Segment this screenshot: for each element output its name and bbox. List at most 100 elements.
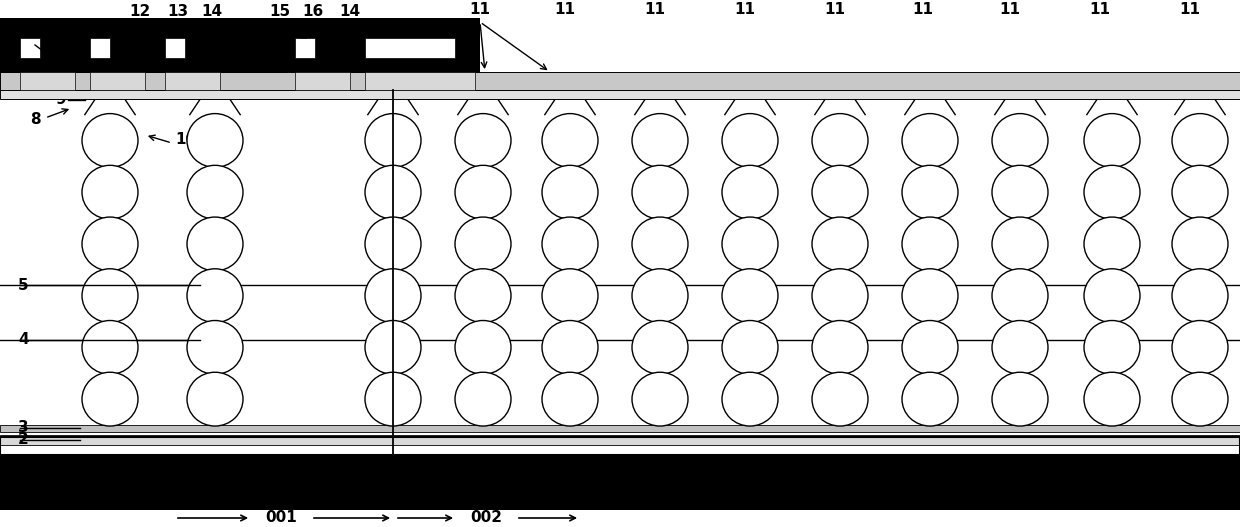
Bar	[20, 38, 40, 58]
Ellipse shape	[187, 372, 243, 426]
Ellipse shape	[722, 372, 777, 426]
Ellipse shape	[812, 165, 868, 219]
Ellipse shape	[992, 320, 1048, 374]
Text: 11: 11	[734, 3, 755, 17]
Ellipse shape	[82, 114, 138, 168]
Ellipse shape	[455, 165, 511, 219]
Bar	[165, 72, 219, 90]
Bar	[0, 455, 1240, 510]
Text: 11: 11	[999, 3, 1021, 17]
Text: 16: 16	[303, 5, 324, 19]
Ellipse shape	[455, 320, 511, 374]
Text: 11: 11	[825, 3, 846, 17]
Ellipse shape	[542, 114, 598, 168]
Ellipse shape	[82, 217, 138, 271]
Text: 11: 11	[554, 3, 575, 17]
Text: 8: 8	[30, 112, 41, 128]
Text: 11: 11	[1179, 3, 1200, 17]
Ellipse shape	[901, 217, 959, 271]
Ellipse shape	[812, 217, 868, 271]
Ellipse shape	[632, 165, 688, 219]
Bar	[365, 72, 475, 90]
Ellipse shape	[1172, 217, 1228, 271]
Bar	[0, 18, 480, 73]
Text: 9: 9	[55, 93, 66, 108]
Ellipse shape	[812, 269, 868, 323]
Ellipse shape	[992, 165, 1048, 219]
Ellipse shape	[992, 217, 1048, 271]
Bar	[365, 38, 455, 58]
Ellipse shape	[1084, 217, 1140, 271]
Ellipse shape	[1084, 114, 1140, 168]
Ellipse shape	[187, 217, 243, 271]
Ellipse shape	[1172, 114, 1228, 168]
Ellipse shape	[542, 165, 598, 219]
Ellipse shape	[722, 320, 777, 374]
Ellipse shape	[722, 269, 777, 323]
Text: 17: 17	[19, 37, 40, 53]
Ellipse shape	[992, 114, 1048, 168]
Bar	[0, 437, 1240, 455]
Text: 2: 2	[19, 433, 29, 447]
Bar	[0, 435, 1240, 445]
Ellipse shape	[365, 165, 422, 219]
Ellipse shape	[187, 269, 243, 323]
Ellipse shape	[82, 372, 138, 426]
Text: 12: 12	[129, 5, 150, 19]
Ellipse shape	[632, 320, 688, 374]
Bar	[20, 72, 74, 90]
Ellipse shape	[1172, 165, 1228, 219]
Bar	[295, 72, 350, 90]
Ellipse shape	[901, 320, 959, 374]
Ellipse shape	[1172, 269, 1228, 323]
Ellipse shape	[542, 269, 598, 323]
Ellipse shape	[82, 320, 138, 374]
Text: 3: 3	[19, 421, 29, 435]
Ellipse shape	[722, 217, 777, 271]
Text: 11: 11	[645, 3, 666, 17]
Ellipse shape	[632, 372, 688, 426]
Text: 002: 002	[470, 511, 502, 525]
Ellipse shape	[632, 217, 688, 271]
Ellipse shape	[1084, 269, 1140, 323]
Ellipse shape	[82, 165, 138, 219]
Ellipse shape	[901, 165, 959, 219]
Bar	[0, 90, 1240, 99]
Ellipse shape	[365, 217, 422, 271]
Ellipse shape	[812, 114, 868, 168]
Ellipse shape	[365, 114, 422, 168]
Bar	[165, 38, 185, 58]
Bar	[295, 38, 315, 58]
Ellipse shape	[1084, 372, 1140, 426]
Ellipse shape	[1172, 372, 1228, 426]
Ellipse shape	[901, 114, 959, 168]
Text: 13: 13	[167, 5, 188, 19]
Text: 14: 14	[340, 5, 361, 19]
Ellipse shape	[812, 372, 868, 426]
Ellipse shape	[722, 165, 777, 219]
Ellipse shape	[455, 372, 511, 426]
Ellipse shape	[1084, 165, 1140, 219]
Ellipse shape	[812, 320, 868, 374]
Text: 10: 10	[175, 132, 196, 148]
Text: 11: 11	[470, 3, 491, 17]
Text: 15: 15	[269, 5, 290, 19]
Ellipse shape	[365, 372, 422, 426]
Ellipse shape	[542, 372, 598, 426]
Text: 1: 1	[19, 493, 29, 508]
Ellipse shape	[187, 165, 243, 219]
Text: 5: 5	[19, 278, 29, 292]
Ellipse shape	[187, 114, 243, 168]
Ellipse shape	[187, 320, 243, 374]
Text: 11: 11	[913, 3, 934, 17]
Bar	[91, 72, 145, 90]
Ellipse shape	[632, 269, 688, 323]
Ellipse shape	[365, 269, 422, 323]
Bar	[0, 72, 1240, 90]
Ellipse shape	[542, 217, 598, 271]
Text: 001: 001	[265, 511, 296, 525]
Text: 14: 14	[201, 5, 222, 19]
Text: 4: 4	[19, 333, 29, 347]
Ellipse shape	[455, 114, 511, 168]
Ellipse shape	[901, 372, 959, 426]
